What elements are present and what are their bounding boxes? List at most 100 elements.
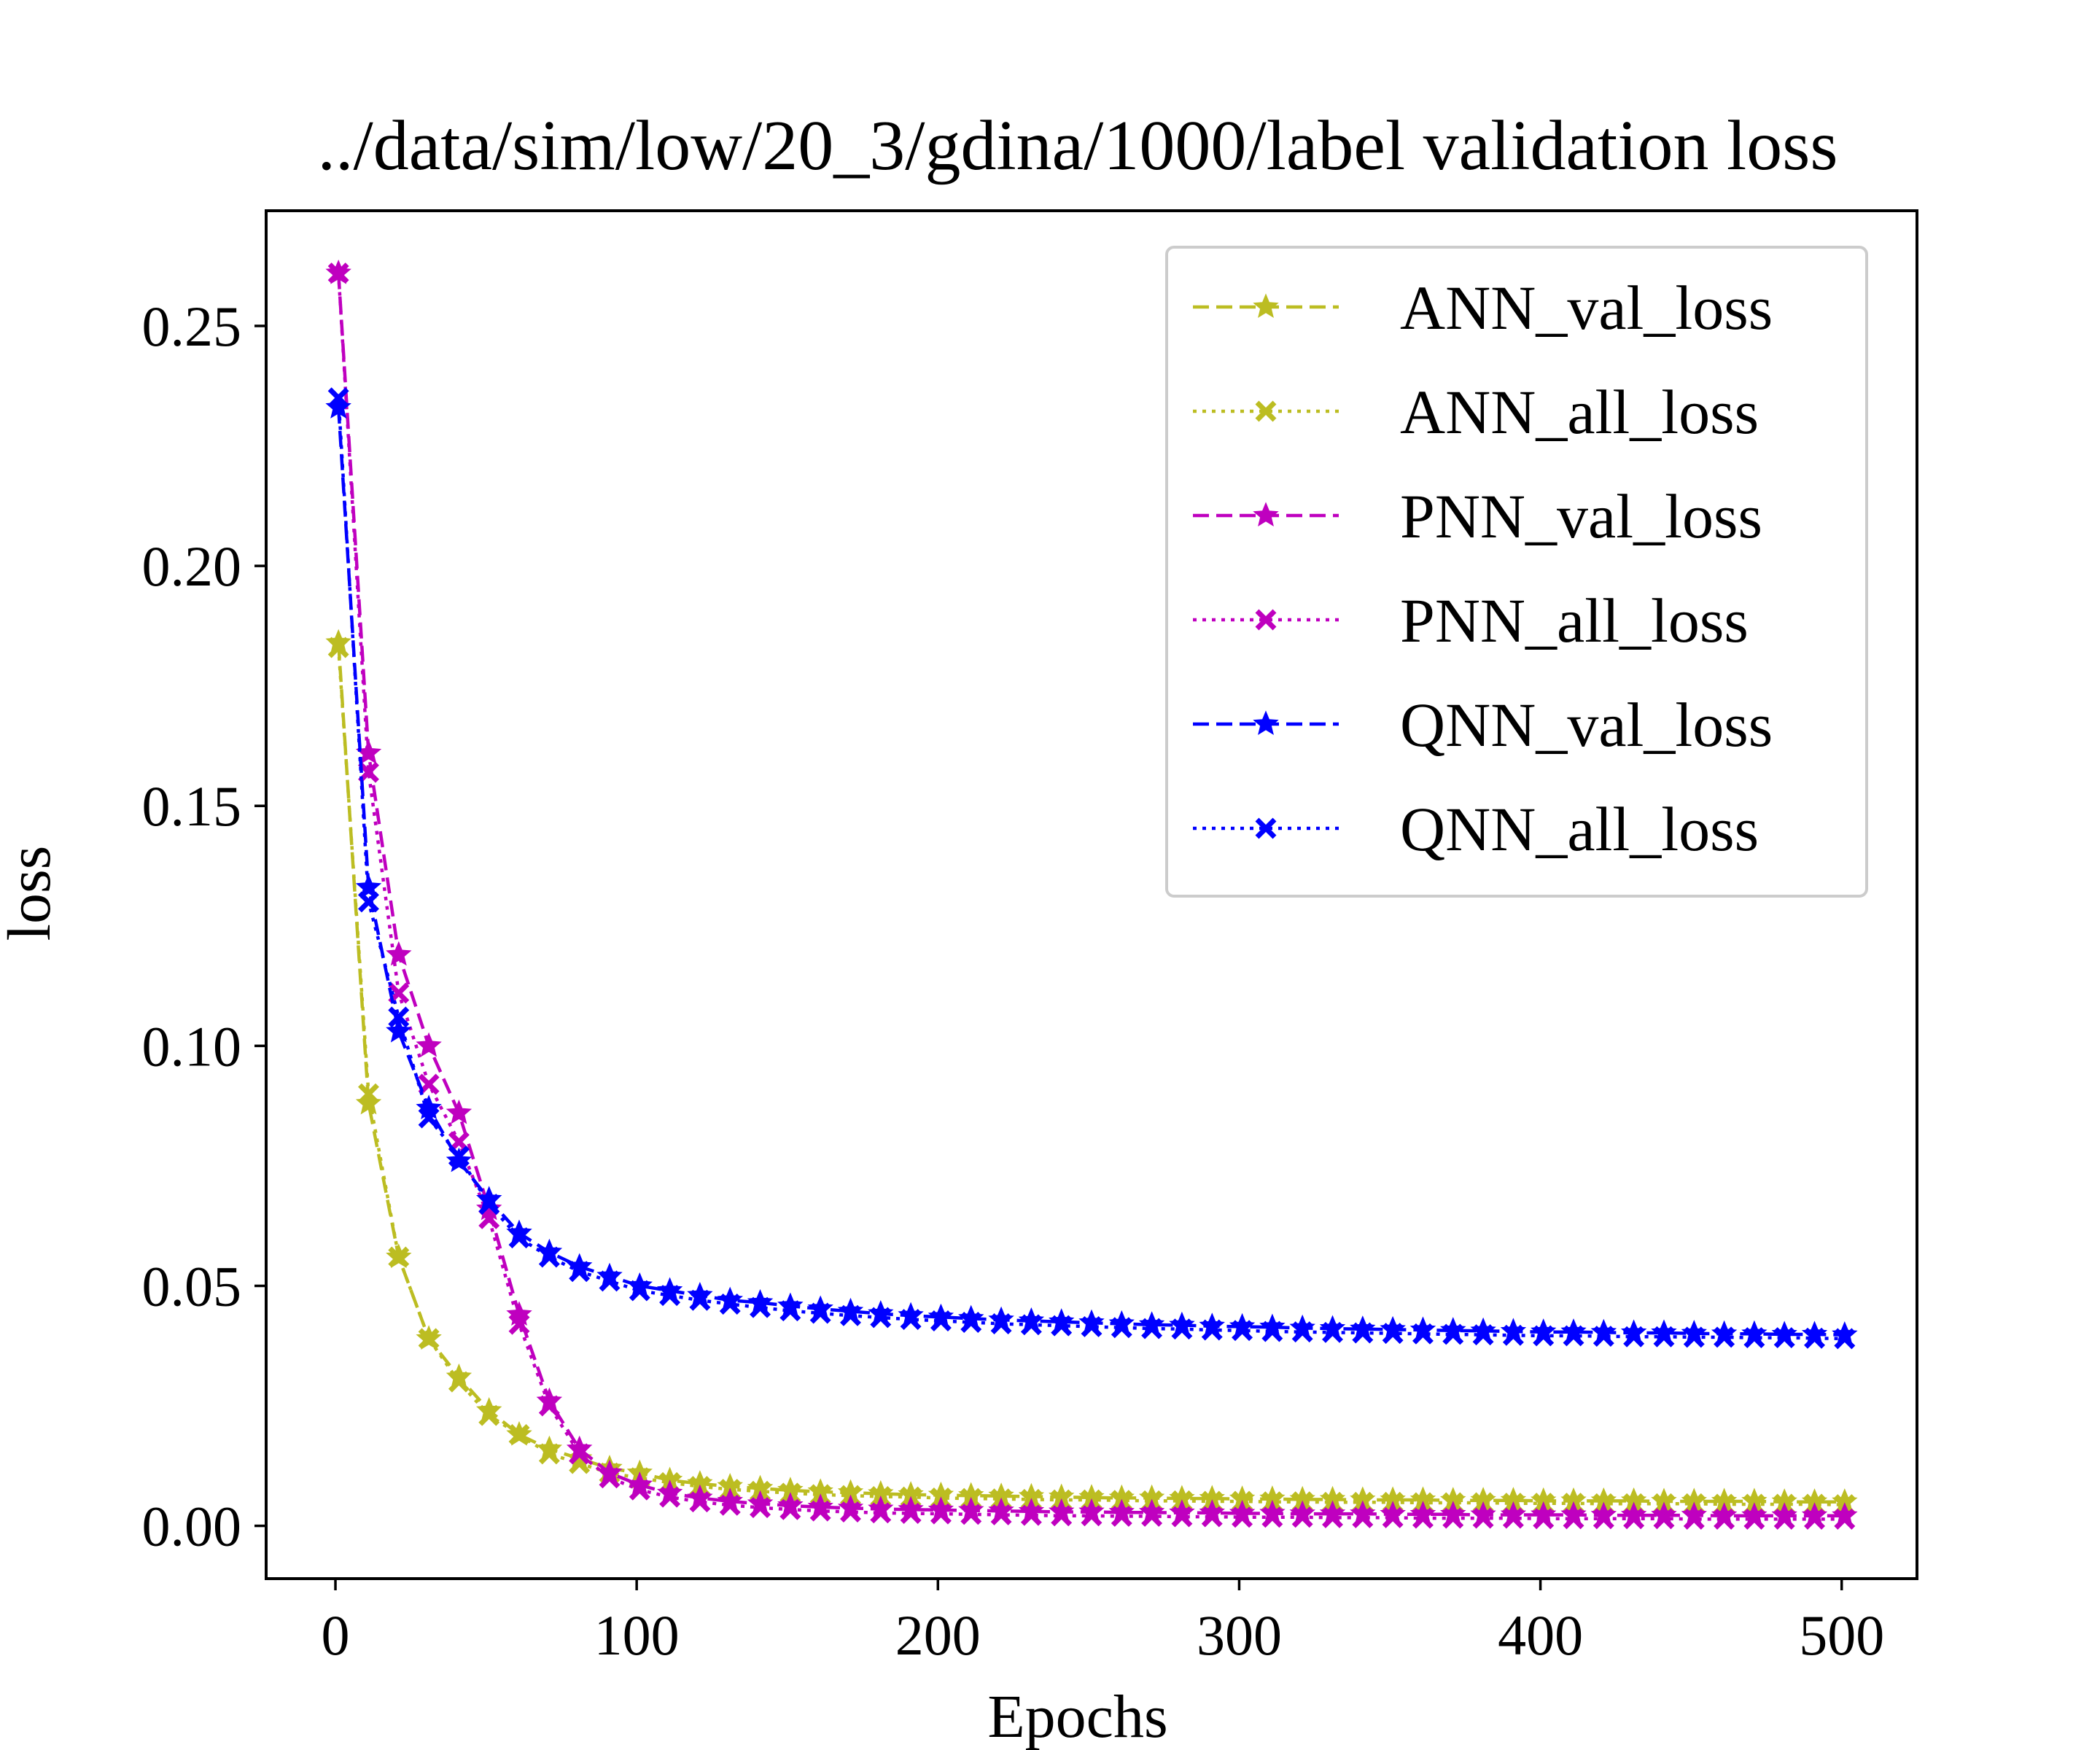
data-point-PNN_all_loss [1442,1507,1464,1529]
data-point-PNN_all_loss [1773,1508,1795,1530]
data-point-ANN_all_loss [538,1443,560,1465]
legend-marker [1255,400,1277,422]
x-axis-label: Epochs [987,1683,1167,1750]
data-point-PNN_all_loss [1653,1508,1675,1530]
data-point-PNN_all_loss [840,1501,861,1522]
data-point-QNN_all_loss [1171,1318,1193,1340]
series-PNN_all_loss [327,262,1856,1530]
legend-label: PNN_val_loss [1400,481,1762,551]
data-point-QNN_all_loss [1020,1314,1042,1336]
data-point-PNN_all_loss [1051,1505,1073,1527]
data-point-PNN_all_loss [1201,1506,1223,1528]
data-point-QNN_all_loss [930,1310,952,1331]
data-point-QNN_all_loss [1412,1323,1434,1345]
y-axis-label: loss [0,846,63,941]
data-point-PNN_all_loss [750,1497,771,1519]
plot-frame [265,209,1918,1580]
data-point-PNN_all_loss [870,1502,892,1524]
data-point-PNN_all_loss [1382,1506,1404,1528]
data-point-QNN_all_loss [1653,1326,1675,1348]
data-point-QNN_all_loss [327,387,349,409]
data-point-QNN_all_loss [538,1246,560,1268]
data-point-PNN_val_loss [416,1032,442,1057]
data-point-QNN_all_loss [599,1270,621,1292]
legend-label: QNN_val_loss [1400,690,1773,760]
data-point-PNN_all_loss [659,1486,681,1508]
legend-entry-PNN_val_loss: PNN_val_loss [1193,481,1762,551]
legend-marker [1255,609,1277,631]
data-point-QNN_all_loss [1563,1325,1584,1347]
data-point-ANN_all_loss [388,1246,410,1268]
legend-label: QNN_all_loss [1400,794,1759,864]
data-point-QNN_all_loss [478,1194,500,1216]
series-layer [325,260,1858,1530]
data-point-PNN_all_loss [508,1313,530,1335]
y-tick-label: 0.05 [142,1254,242,1318]
data-point-QNN_val_loss [386,1017,412,1043]
data-point-PNN_all_loss [629,1479,650,1501]
data-point-QNN_all_loss [1743,1327,1765,1349]
y-tick-label: 0.25 [142,295,242,358]
data-point-ANN_all_loss [327,637,349,658]
data-point-QNN_all_loss [1773,1327,1795,1349]
legend-entry-PNN_all_loss: PNN_all_loss [1193,586,1749,656]
data-point-PNN_all_loss [327,262,349,284]
data-point-PNN_all_loss [1533,1508,1555,1530]
chart-title: ../data/sim/low/20_3/gdina/1000/label va… [318,106,1838,185]
legend-label: PNN_all_loss [1400,586,1749,656]
legend: ANN_val_loss ANN_all_loss PNN_val_loss PNN_… [1165,246,1868,898]
data-point-PNN_all_loss [1322,1506,1343,1528]
data-point-PNN_all_loss [1171,1506,1193,1528]
data-point-QNN_all_loss [870,1307,892,1329]
data-point-PNN_all_loss [1592,1508,1614,1530]
data-point-PNN_all_loss [1111,1505,1132,1527]
data-point-QNN_all_loss [1201,1319,1223,1341]
data-point-PNN_all_loss [569,1443,591,1465]
data-point-PNN_all_loss [1563,1508,1584,1530]
x-tick-label: 500 [1799,1603,1884,1667]
legend-entry-QNN_all_loss: QNN_all_loss [1193,794,1759,864]
data-point-PNN_all_loss [1141,1505,1163,1527]
data-point-PNN_all_loss [1743,1508,1765,1530]
legend-label: ANN_all_loss [1400,377,1759,447]
data-point-QNN_all_loss [1051,1315,1073,1337]
data-point-PNN_all_loss [1081,1505,1102,1527]
data-point-PNN_all_loss [1804,1508,1826,1530]
data-point-PNN_all_loss [779,1498,801,1520]
data-point-QNN_all_loss [1291,1321,1313,1343]
data-point-PNN_all_loss [960,1504,982,1525]
legend-marker [1253,710,1279,736]
data-point-QNN_all_loss [1834,1328,1856,1350]
data-point-QNN_all_loss [1322,1321,1343,1343]
data-point-PNN_all_loss [1232,1506,1253,1528]
y-tick-label: 0.00 [142,1495,242,1558]
data-point-ANN_all_loss [357,1083,379,1105]
data-point-QNN_all_loss [779,1300,801,1322]
data-point-PNN_all_loss [538,1395,560,1417]
data-point-QNN_all_loss [508,1227,530,1249]
legend-marker [1255,817,1277,839]
data-point-PNN_all_loss [1683,1508,1705,1530]
x-tick-label: 0 [322,1603,350,1667]
data-point-PNN_all_loss [930,1503,952,1525]
data-point-QNN_all_loss [1623,1326,1645,1348]
legend-entry-ANN_all_loss: ANN_all_loss [1193,377,1759,447]
data-point-PNN_all_loss [689,1491,711,1513]
data-point-QNN_all_loss [809,1302,831,1324]
y-tick-label: 0.20 [142,534,242,598]
data-point-PNN_all_loss [1020,1504,1042,1526]
data-point-QNN_all_loss [1382,1323,1404,1345]
data-point-QNN_all_loss [990,1312,1012,1334]
data-point-PNN_all_loss [1502,1507,1524,1529]
data-point-QNN_all_loss [418,1107,440,1129]
data-point-QNN_all_loss [1683,1326,1705,1348]
data-point-QNN_all_loss [357,891,379,913]
data-point-PNN_all_loss [1352,1506,1374,1528]
data-point-QNN_all_loss [1714,1326,1735,1348]
x-tick-label: 100 [594,1603,680,1667]
series-line-QNN_all_loss [336,397,1845,1341]
data-point-QNN_all_loss [1352,1322,1374,1344]
y-tick-label: 0.15 [142,774,242,838]
data-point-QNN_all_loss [659,1285,681,1307]
